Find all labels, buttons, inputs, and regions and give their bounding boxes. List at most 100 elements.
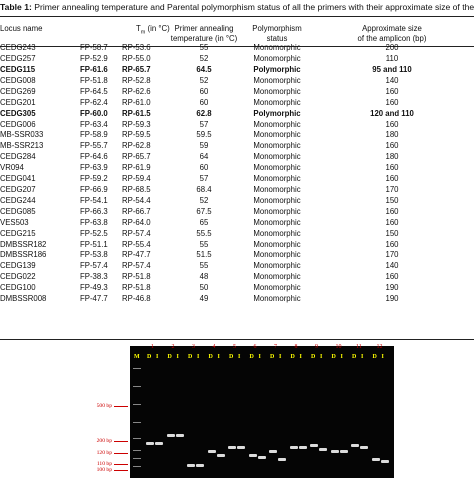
cell-locus: CEDG006	[0, 119, 36, 129]
cell-locus: DMBSSR186	[0, 250, 47, 260]
size-arrow	[114, 464, 128, 465]
lane-label: D	[372, 354, 377, 360]
cell-fp: FP-58.9	[80, 130, 108, 140]
cell-polymorphism: Monomorphic	[253, 130, 301, 140]
cell-temperature: 60	[199, 97, 209, 107]
lane-number: 5	[233, 344, 236, 350]
size-label: 120 bp	[96, 450, 112, 456]
cell-temperature: 55	[199, 261, 209, 271]
cell-locus: CEDG305	[0, 108, 36, 118]
cell-amplicon: 150	[385, 228, 399, 238]
ladder-band	[133, 458, 141, 459]
cell-amplicon: 160	[385, 174, 399, 184]
cell-rp: RP-46.8	[122, 294, 151, 304]
cell-temperature: 51.5	[196, 250, 212, 260]
cell-rp: RP-62.6	[122, 86, 151, 96]
lane-label: I	[279, 354, 282, 360]
gel-band	[216, 454, 225, 457]
size-arrow	[114, 453, 128, 454]
cell-rp: RP-59.4	[122, 174, 151, 184]
cell-amplicon: 95 and 110	[372, 65, 412, 74]
cell-locus: CEDG244	[0, 195, 36, 205]
gel-band	[380, 460, 389, 463]
cell-rp: RP-57.4	[122, 261, 151, 271]
lane-label: D	[270, 354, 275, 360]
cell-temperature: 55	[199, 43, 209, 53]
table-row: CEDG085 FP-66.3 RP-66.7 67.5 Monomorphic 160	[0, 207, 474, 218]
ladder-band	[133, 404, 141, 405]
bottom-rule	[0, 339, 474, 340]
cell-rp: RP-53.6	[122, 43, 151, 53]
lane-label: D	[290, 354, 295, 360]
cell-locus: CEDG022	[0, 272, 36, 282]
cell-temperature: 62.8	[196, 108, 212, 118]
gel-band	[269, 450, 277, 453]
cell-amplicon: 160	[385, 206, 399, 216]
cell-amplicon: 170	[385, 184, 399, 194]
cell-temperature: 48	[199, 272, 209, 282]
lane-number: 1	[151, 344, 154, 350]
cell-polymorphism: Monomorphic	[253, 250, 301, 260]
gel-band	[248, 454, 257, 457]
cell-rp: RP-61.9	[122, 163, 151, 173]
cell-polymorphism: Monomorphic	[253, 272, 301, 282]
cell-locus: CEDG085	[0, 206, 36, 216]
cell-fp: FP-66.9	[80, 184, 108, 194]
table-row: CEDG305 FP-60.0 RP-61.5 62.8 Polymorphic 120 …	[0, 109, 474, 120]
cell-amplicon: 160	[385, 119, 399, 129]
lane-label: I	[197, 354, 200, 360]
cell-fp: FP-63.9	[80, 163, 108, 173]
cell-amplicon: 190	[385, 283, 399, 293]
table-row: CEDG139 FP-57.4 RP-57.4 55 Monomorphic 140	[0, 261, 474, 272]
cell-locus: DMBSSR182	[0, 239, 47, 249]
cell-locus: CEDG215	[0, 228, 36, 238]
lane-label: I	[299, 354, 302, 360]
table-row: MB-SSR213 FP-55.7 RP-62.8 59 Monomorphic 160	[0, 141, 474, 152]
lane-label: D	[311, 354, 316, 360]
cell-polymorphism: Monomorphic	[253, 75, 301, 85]
cell-locus: MB-SSR213	[0, 141, 44, 151]
cell-rp: RP-61.0	[122, 97, 151, 107]
header-polymorphism: Polymorphism status	[252, 24, 302, 43]
table-row: CEDG243 FP-58.7 RP-53.6 55 Monomorphic 200	[0, 43, 474, 54]
lane-number: 11	[356, 344, 362, 350]
table-row: CEDG022 FP-38.3 RP-51.8 48 Monomorphic 160	[0, 272, 474, 283]
cell-locus: CEDG115	[0, 65, 36, 74]
gel-band	[289, 446, 298, 449]
gel-band	[146, 442, 154, 445]
cell-temperature: 59.5	[196, 130, 212, 140]
cell-rp: RP-47.7	[122, 250, 151, 260]
gel-band	[310, 444, 318, 447]
cell-temperature: 50	[199, 283, 209, 293]
cell-polymorphism: Monomorphic	[253, 163, 301, 173]
lane-number: 12	[376, 344, 383, 350]
cell-polymorphism: Monomorphic	[253, 228, 301, 238]
cell-fp: FP-63.4	[80, 119, 108, 129]
lane-label: I	[217, 354, 220, 360]
cell-locus: CEDG207	[0, 184, 36, 194]
lane-number: 2	[171, 344, 175, 350]
lane-label: I	[156, 354, 159, 360]
table-row: VR094 FP-63.9 RP-61.9 60 Monomorphic 160	[0, 163, 474, 174]
cell-rp: RP-62.8	[122, 141, 151, 151]
cell-polymorphism: Polymorphic	[253, 108, 301, 118]
lane-label: I	[361, 354, 364, 360]
table-row: VES503 FP-63.8 RP-64.0 65 Monomorphic 160	[0, 218, 474, 229]
cell-fp: FP-47.7	[80, 294, 108, 304]
cell-temperature: 52	[199, 54, 209, 64]
gel-image: M 1 D I 2 D I 3 D I 4 D I 5 D I 6 D I 7 D I 8 D I 9 D I 10 D I 11 D I 12 D I	[130, 344, 394, 478]
gel-band	[237, 446, 245, 449]
table-row: CEDG269 FP-64.5 RP-62.6 60 Monomorphic 160	[0, 87, 474, 98]
cell-locus: VR094	[0, 163, 24, 173]
size-arrow	[114, 406, 128, 407]
size-arrow	[114, 441, 128, 442]
cell-fp: FP-57.4	[80, 261, 108, 271]
table-row: DMBSSR186 FP-53.8 RP-47.7 51.5 Monomorphic 17…	[0, 250, 474, 261]
cell-rp: RP-51.8	[122, 283, 151, 293]
gel-band	[207, 450, 216, 453]
ladder-band	[133, 368, 141, 369]
ladder-band	[133, 466, 141, 467]
cell-locus: CEDG243	[0, 43, 36, 53]
cell-locus: CEDG257	[0, 54, 36, 64]
cell-amplicon: 200	[385, 43, 399, 53]
